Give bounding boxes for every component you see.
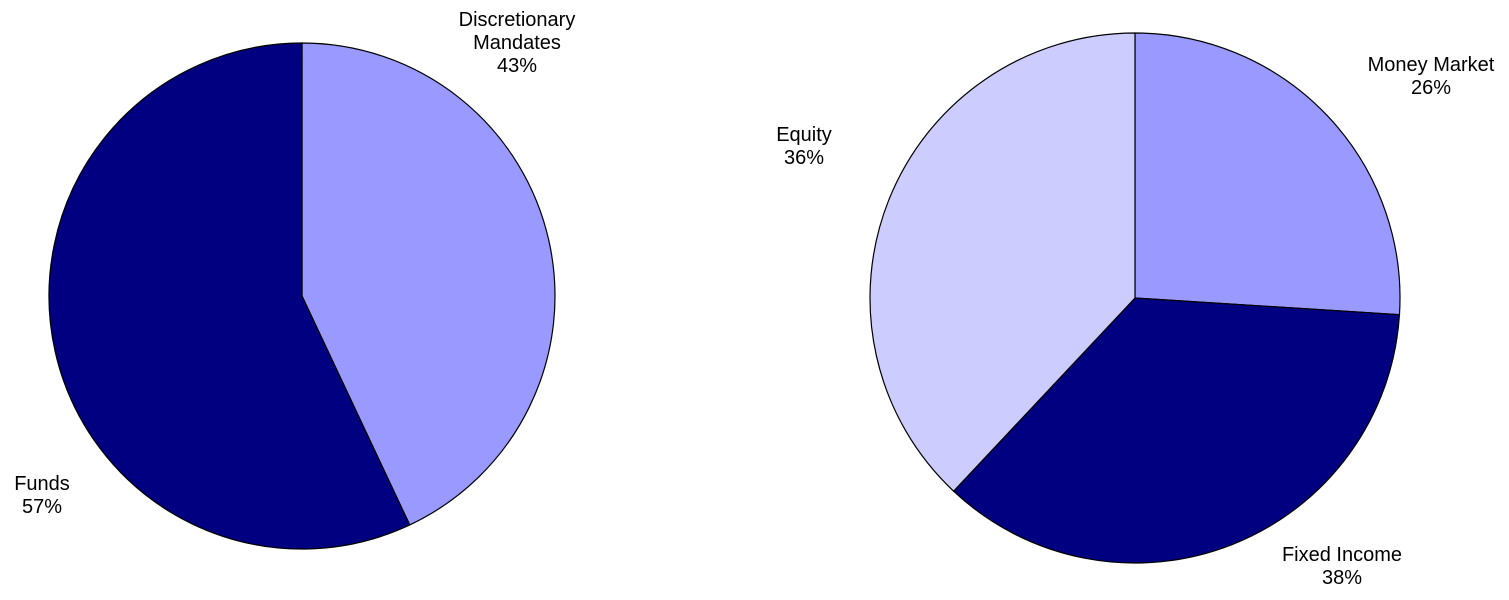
slice-value-label: 36%	[784, 147, 824, 169]
slice-category-label: Money Market	[1368, 54, 1495, 76]
slice-category-label: Funds	[14, 473, 70, 495]
slice-category-label: Mandates	[473, 32, 561, 54]
slice-category-label: Discretionary	[459, 9, 576, 31]
pie-chart-asset-allocation: Money Market 26% Equity 36% Fixed Income 38%	[776, 32, 1495, 589]
slice-value-label: 43%	[497, 55, 537, 77]
pie-slice-equity	[953, 297, 1401, 564]
slice-value-label: 57%	[22, 496, 62, 518]
pie-slice-money-market	[1134, 32, 1401, 316]
slice-category-label: Equity	[776, 124, 832, 146]
slice-label-discretionary-mandates: Discretionary Mandates 43%	[459, 9, 576, 77]
slice-label-money-market: Money Market 26%	[1368, 54, 1495, 99]
pie-slice-fixed-income	[869, 32, 1136, 492]
pie-chart-business-mix: Discretionary Mandates 43% Funds 57%	[14, 9, 576, 550]
slice-label-equity: Equity 36%	[776, 124, 832, 169]
pie-slice-funds	[48, 42, 411, 550]
slice-category-label: Fixed Income	[1282, 544, 1402, 566]
pie-slice-discretionary-mandates	[301, 42, 556, 526]
slice-label-funds: Funds 57%	[14, 473, 70, 518]
slice-label-fixed-income: Fixed Income 38%	[1282, 544, 1402, 589]
slice-value-label: 26%	[1411, 77, 1451, 99]
slice-value-label: 38%	[1322, 567, 1362, 589]
